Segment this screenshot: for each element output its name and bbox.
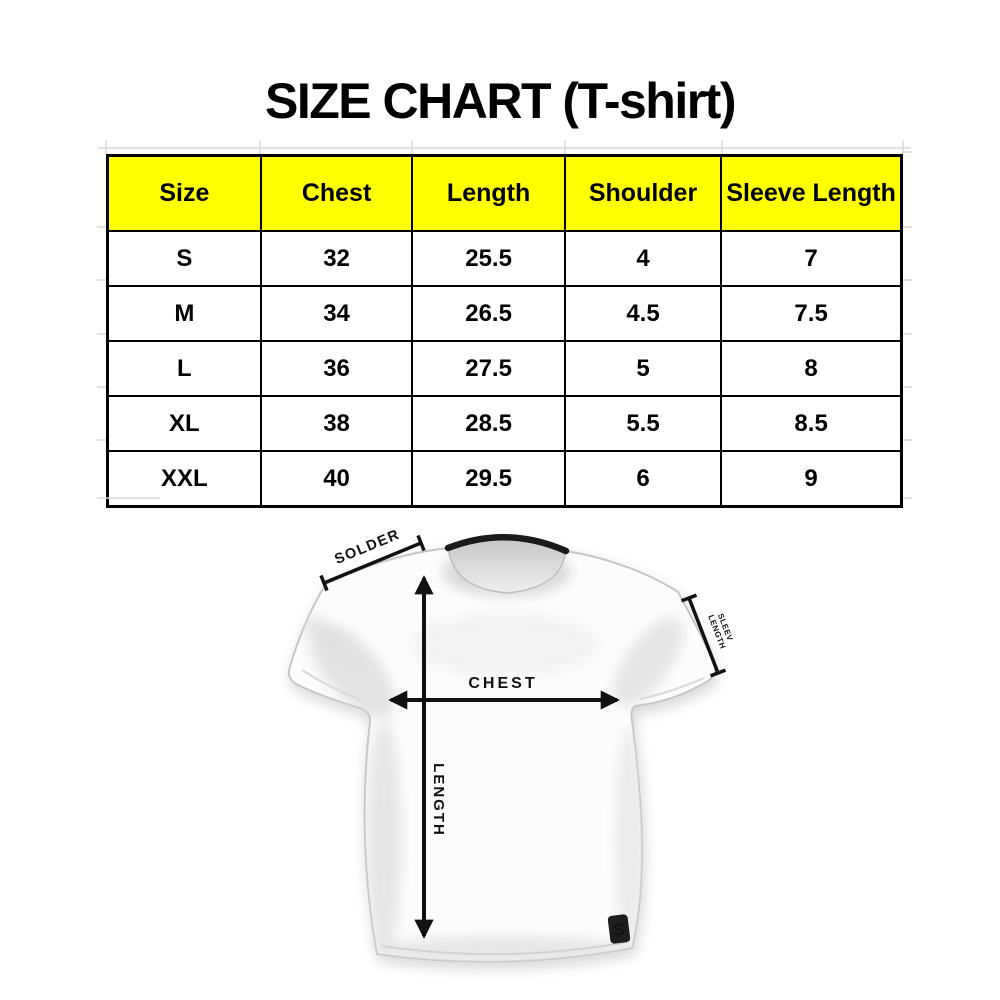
- table-cell: 27.5: [411, 340, 566, 397]
- collar-trim: [444, 534, 570, 555]
- length-label: LENGTH: [430, 763, 447, 837]
- table-row-m: M 34 26.5 4.5 7.5: [106, 285, 903, 342]
- measurement-annotations: SOLDER CHEST LENGTH SLEEV LENGTH: [319, 527, 736, 939]
- table-cell: M: [106, 285, 262, 342]
- table-row-s: S 32 25.5 4 7: [106, 230, 903, 287]
- table-cell: 7.5: [720, 285, 903, 342]
- table-cell: 6: [563, 450, 723, 508]
- size-table: Size Chest Length Shoulder Sleeve Length…: [106, 154, 903, 508]
- brand-logo-letter: S: [612, 920, 626, 940]
- table-cell: XL: [106, 395, 262, 452]
- collar-opening: [447, 537, 567, 594]
- table-cell: 5: [563, 340, 723, 397]
- col-header-sleeve-length: Sleeve Length: [720, 154, 903, 232]
- table-row-l: L 36 27.5 5 8: [106, 340, 903, 397]
- table-cell: 4.5: [563, 285, 723, 342]
- table-cell: S: [106, 230, 262, 287]
- table-row-xxl: XXL 40 29.5 6 9: [106, 450, 903, 508]
- page-title: SIZE CHART (T-shirt): [265, 73, 736, 129]
- shoulder-label: SOLDER: [332, 527, 402, 568]
- hem-stitch: [381, 941, 629, 956]
- shoulder-measure-line: [319, 534, 426, 592]
- col-header-size: Size: [106, 154, 262, 232]
- table-cell: 7: [720, 230, 903, 287]
- sleeve-length-label: SLEEV LENGTH: [706, 610, 736, 650]
- table-cell: 8: [720, 340, 903, 397]
- col-header-length: Length: [411, 154, 566, 232]
- table-cell: 26.5: [411, 285, 566, 342]
- brand-logo: S: [607, 914, 631, 944]
- table-cell: 40: [259, 450, 414, 508]
- table-cell: XXL: [106, 450, 262, 508]
- table-cell: 8.5: [720, 395, 903, 452]
- table-cell: 5.5: [563, 395, 723, 452]
- table-cell: 36: [259, 340, 414, 397]
- table-cell: L: [106, 340, 262, 397]
- table-cell: 28.5: [411, 395, 566, 452]
- col-header-shoulder: Shoulder: [563, 154, 723, 232]
- sleeve-measure-line: [680, 593, 727, 678]
- col-header-chest: Chest: [259, 154, 414, 232]
- table-cell: 38: [259, 395, 414, 452]
- table-cell: 34: [259, 285, 414, 342]
- table-row-xl: XL 38 28.5 5.5 8.5: [106, 395, 903, 452]
- t-shirt-illustration: S: [287, 534, 717, 963]
- table-cell: 4: [563, 230, 723, 287]
- table-cell: 9: [720, 450, 903, 508]
- table-cell: 32: [259, 230, 414, 287]
- header-row: Size Chest Length Shoulder Sleeve Length: [106, 154, 903, 232]
- table-cell: 29.5: [411, 450, 566, 508]
- table-cell: 25.5: [411, 230, 566, 287]
- chest-label: CHEST: [468, 675, 537, 692]
